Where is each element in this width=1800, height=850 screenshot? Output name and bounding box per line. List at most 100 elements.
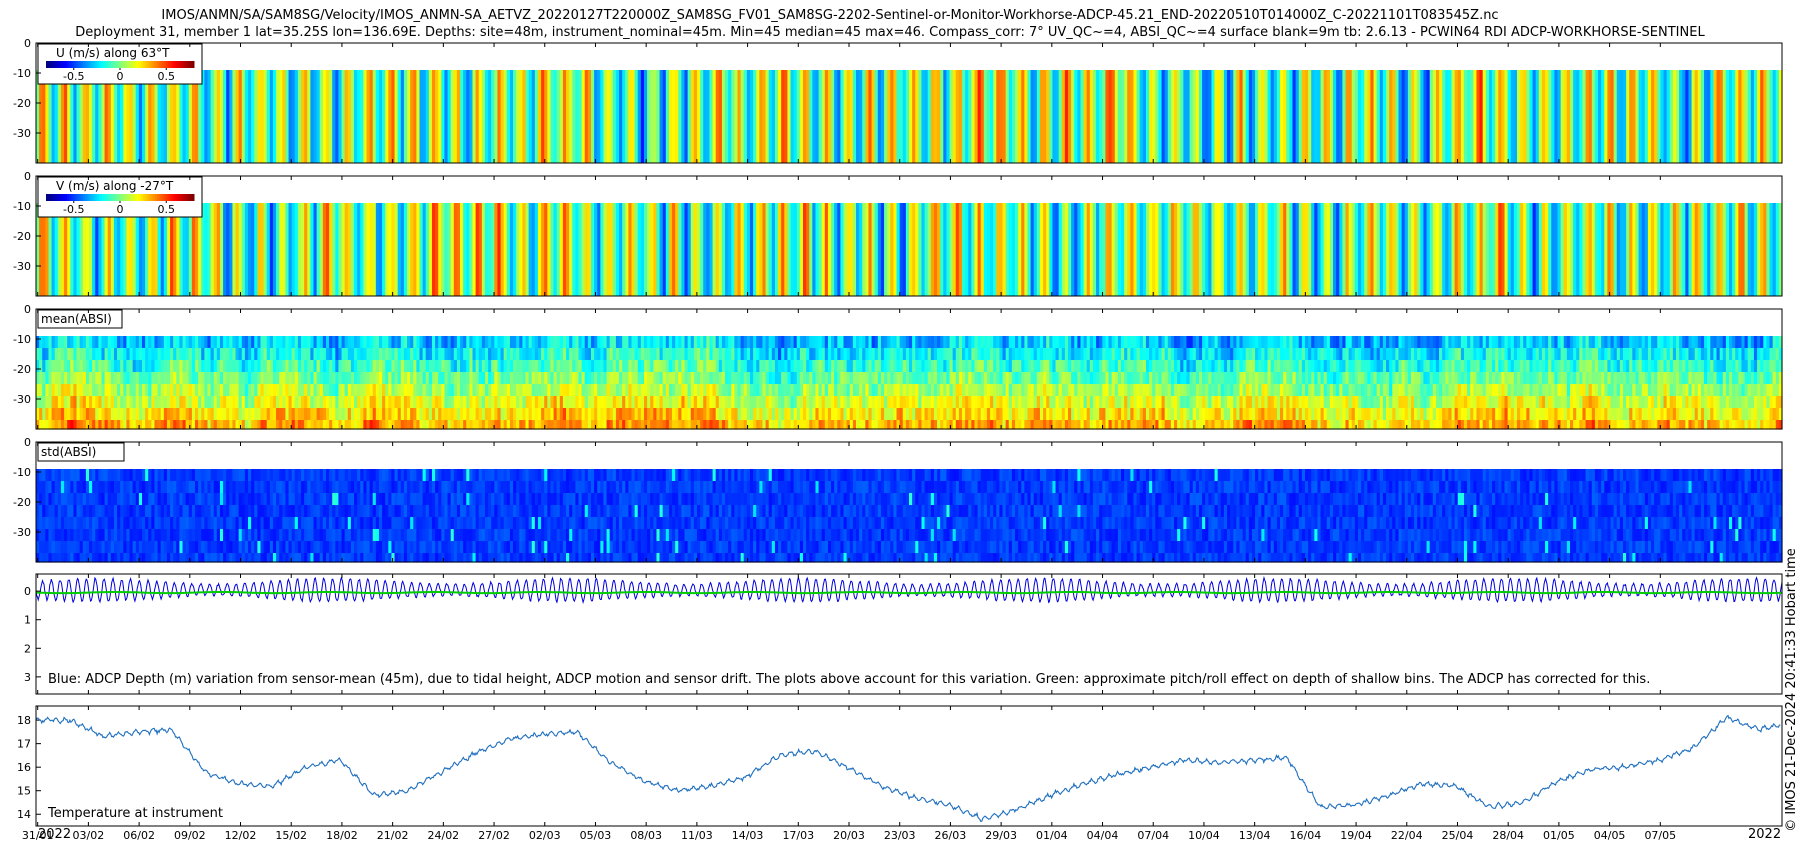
heatmap-cell [575,372,580,385]
heatmap-cell [251,360,255,373]
heatmap-cell [815,360,820,373]
colorbar-swatch [71,61,75,68]
heatmap-cell [594,336,598,349]
heatmap-cell [668,384,673,397]
heatmap-cell [42,372,46,385]
heatmap-cell [840,70,845,163]
heatmap-cell [1757,203,1761,296]
heatmap-cell [460,203,464,296]
heatmap-cell [341,336,346,349]
heatmap-cell [450,396,455,409]
heatmap-cell [444,396,449,409]
heatmap-cell [266,396,271,409]
heatmap-cell [765,360,770,373]
heatmap-cell [687,348,692,361]
heatmap-cell [494,396,499,409]
heatmap-cell [887,396,891,409]
heatmap-cell [1117,203,1122,296]
heatmap-cell [310,372,315,385]
heatmap-cell [431,360,436,373]
heatmap-cell [597,384,601,397]
heatmap-cell [1245,203,1250,296]
heatmap-cell [357,420,361,430]
heatmap-cell [525,70,530,163]
heatmap-cell [276,360,280,373]
heatmap-cell [628,372,633,385]
heatmap-cell [500,384,505,397]
heatmap-cell [1273,203,1278,296]
heatmap-cell [762,348,767,361]
heatmap-cell [1557,203,1562,296]
colorbar-swatch [182,194,186,201]
heatmap-cell [509,408,514,421]
heatmap-cell [681,203,686,296]
heatmap-cell [341,396,346,409]
heatmap-cell [416,420,421,430]
heatmap-cell [76,408,81,421]
heatmap-cell [1747,70,1752,163]
heatmap-cell [357,203,361,296]
heatmap-cell [774,70,779,163]
heatmap-cell [784,203,789,296]
heatmap-cell [57,396,62,409]
heatmap-cell [138,408,143,421]
heatmap-cell [288,420,293,430]
heatmap-cell [229,360,234,373]
heatmap-cell [818,336,823,349]
heatmap-cell [827,336,832,349]
heatmap-cell [525,420,530,430]
heatmap-cell [1186,203,1191,296]
heatmap-cell [915,348,919,361]
heatmap-cell [142,348,146,361]
heatmap-cell [1267,203,1272,296]
heatmap-cell [1058,203,1063,296]
heatmap-cell [1111,203,1116,296]
heatmap-cell [307,420,311,430]
heatmap-cell [82,396,87,409]
heatmap-cell [1177,70,1181,163]
heatmap-cell [491,408,495,421]
heatmap-cell [681,348,686,361]
heatmap-cell [269,348,274,361]
heatmap-cell [397,408,402,421]
colorbar-swatch [57,194,61,201]
heatmap-cell [132,384,137,397]
colorbar-swatch [175,194,179,201]
heatmap-cell [1744,203,1749,296]
heatmap-cell [1613,70,1618,163]
heatmap-cell [846,336,851,349]
heatmap-cell [497,70,502,163]
heatmap-cell [126,70,131,163]
heatmap-cell [403,336,408,349]
heatmap-cell [709,372,714,385]
heatmap-cell [846,372,851,385]
heatmap-cell [865,348,870,361]
heatmap-cell [316,203,321,296]
heatmap-cell [1301,203,1306,296]
heatmap-cell [54,203,59,296]
heatmap-cell [82,336,87,349]
heatmap-cell [824,348,829,361]
heatmap-cell [1317,203,1322,296]
heatmap-cell [322,384,327,397]
heatmap-cell [859,203,863,296]
heatmap-cell [562,408,567,421]
heatmap-cell [213,336,218,349]
heatmap-cell [1473,203,1478,296]
heatmap-cell [587,372,592,385]
heatmap-u: U (m/s) along 63°T-0.5 0 0.5 [36,43,1783,163]
heatmap-cell [1099,70,1103,163]
heatmap-cell [138,348,143,361]
heatmap-cell [1068,70,1072,163]
heatmap-cell [360,420,364,430]
heatmap-cell [672,384,676,397]
heatmap-cell [104,396,109,409]
heatmap-cell [329,396,333,409]
heatmap-cell [547,408,552,421]
heatmap-cell [890,420,895,430]
heatmap-cell [968,70,972,163]
heatmap-cell [319,348,324,361]
heatmap-cell [322,360,327,373]
heatmap-cell [113,384,118,397]
heatmap-cell [325,348,330,361]
